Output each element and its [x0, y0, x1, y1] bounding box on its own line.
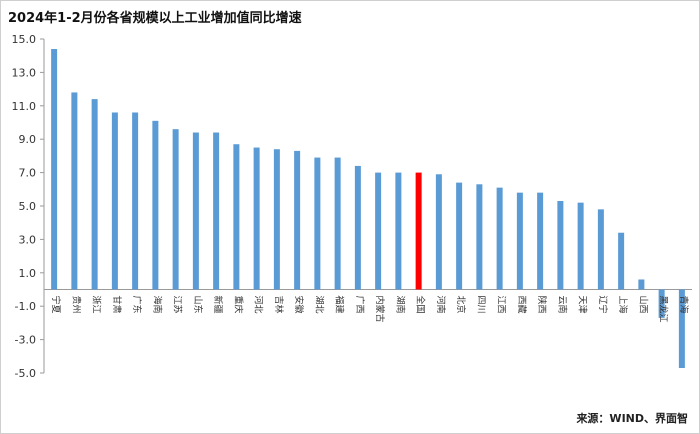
category-label: 内蒙古 — [374, 296, 386, 323]
category-label: 宁夏 — [50, 296, 62, 314]
bar-5 — [132, 112, 139, 290]
y-tick-label: 1.0 — [19, 267, 37, 280]
category-label: 山东 — [192, 296, 204, 314]
y-tick-label: 5.0 — [19, 200, 37, 213]
bar-24 — [516, 192, 523, 290]
bar-14 — [314, 157, 321, 290]
bar-18 — [395, 172, 402, 290]
category-label: 江西 — [496, 296, 507, 314]
bar-1 — [51, 49, 58, 290]
category-label: 全国 — [415, 296, 427, 314]
bar-4 — [111, 112, 118, 290]
bar-10 — [233, 144, 240, 290]
bar-23 — [496, 187, 503, 290]
bar-16 — [354, 165, 361, 290]
category-label: 上海 — [617, 296, 629, 314]
category-label: 北京 — [455, 296, 467, 314]
category-label: 山西 — [637, 296, 648, 314]
bar-3 — [91, 99, 98, 290]
y-tick-label: 15.0 — [12, 33, 37, 46]
category-label: 吉林 — [273, 296, 285, 314]
chart-title: 2024年1-2月份各省规模以上工业增加值同比增速 — [8, 11, 302, 26]
bar-32 — [678, 289, 685, 368]
y-tick-label: -3.0 — [15, 334, 36, 347]
category-label: 海南 — [151, 296, 163, 314]
category-label: 青海 — [678, 296, 690, 314]
bar-22 — [476, 184, 483, 290]
bar-25 — [537, 192, 544, 290]
bar-27 — [577, 202, 584, 290]
category-label: 辽宁 — [597, 296, 609, 314]
bar-11 — [253, 147, 260, 290]
category-label: 湖北 — [313, 296, 324, 314]
category-label: 广西 — [354, 296, 366, 314]
category-label: 安徽 — [293, 296, 305, 314]
bar-29 — [618, 232, 625, 290]
category-label: 甘肃 — [111, 296, 123, 314]
category-label: 云南 — [556, 296, 568, 314]
bar-13 — [294, 150, 301, 290]
y-tick-label: 3.0 — [19, 233, 37, 246]
y-tick-label: 11.0 — [12, 100, 37, 113]
category-label: 黑龙江 — [658, 296, 670, 323]
y-tick-label: -5.0 — [15, 367, 36, 380]
bar-19 — [415, 172, 422, 290]
bar-21 — [456, 182, 463, 290]
bar-12 — [273, 149, 280, 290]
category-label: 重庆 — [232, 296, 244, 314]
bar-9 — [213, 132, 220, 290]
category-label: 广东 — [131, 296, 143, 314]
source-note: 来源：WIND、界面智 — [576, 412, 688, 425]
bar-15 — [334, 157, 341, 290]
category-label: 福建 — [334, 296, 346, 314]
category-label: 天津 — [577, 296, 588, 314]
category-label: 河北 — [253, 296, 265, 314]
category-label: 湖南 — [394, 296, 406, 314]
category-label: 西藏 — [516, 296, 528, 314]
bar-8 — [192, 132, 199, 290]
bar-30 — [638, 279, 645, 290]
y-tick-label: 9.0 — [19, 133, 37, 146]
bar-26 — [557, 200, 564, 290]
y-tick-label: -1.0 — [15, 300, 36, 313]
bar-31 — [658, 289, 665, 318]
bar-7 — [172, 129, 179, 290]
bar-6 — [152, 120, 159, 290]
y-tick-label: 7.0 — [19, 167, 37, 180]
y-tick-label: 13.0 — [12, 66, 37, 79]
bar-20 — [435, 174, 442, 290]
category-label: 浙江 — [91, 296, 103, 314]
category-label: 新疆 — [212, 296, 224, 314]
category-label: 江苏 — [172, 296, 184, 314]
category-label: 陕西 — [536, 296, 548, 314]
bar-17 — [375, 172, 382, 290]
bar-2 — [71, 92, 78, 290]
category-label: 四川 — [475, 296, 485, 314]
bar-28 — [597, 209, 604, 290]
category-label: 河南 — [435, 296, 447, 314]
category-label: 贵州 — [70, 296, 82, 314]
